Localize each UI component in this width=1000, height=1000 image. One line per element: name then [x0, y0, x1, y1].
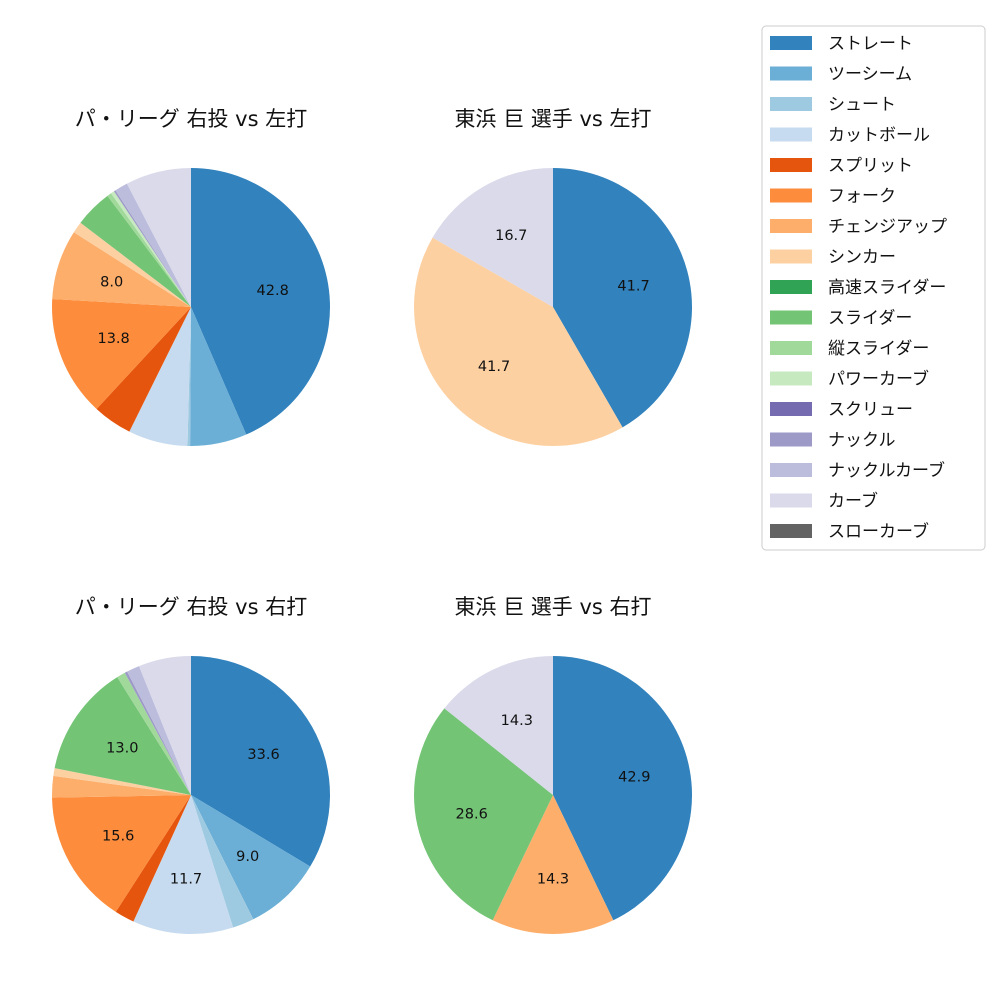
pie-title: 東浜 巨 選手 vs 左打 — [454, 107, 651, 131]
pie-slice — [115, 183, 191, 307]
slice-value-label: 13.0 — [106, 741, 138, 757]
pie-slice — [54, 677, 191, 795]
pie-chart-2: 東浜 巨 選手 vs 左打 41.7 41.7 16.7 — [414, 107, 692, 446]
pie-slice — [191, 656, 330, 867]
slice-value-label: 16.7 — [495, 228, 527, 244]
legend-label: スライダー — [828, 309, 912, 329]
legend-label: ナックルカーブ — [828, 460, 945, 481]
legend-label: パワーカーブ — [828, 369, 929, 390]
legend-swatch — [770, 524, 812, 538]
pie-slice — [190, 307, 247, 446]
legend-swatch — [770, 402, 812, 416]
legend-label: ツーシーム — [828, 65, 912, 85]
legend-swatch — [770, 249, 812, 264]
slice-value-label: 41.7 — [617, 278, 649, 294]
legend-label: カットボール — [828, 126, 930, 146]
pie-slice — [187, 307, 191, 446]
slice-value-label: 42.9 — [618, 769, 650, 785]
legend-swatch — [770, 280, 812, 294]
legend-label: スクリュー — [828, 400, 913, 420]
legend-label: ストレート — [828, 34, 913, 54]
legend-label: シンカー — [828, 248, 896, 268]
legend: ストレートツーシームシュートカットボールスプリットフォークチェンジアップシンカー… — [761, 25, 986, 551]
pie-slice — [117, 672, 191, 795]
pie-slice — [444, 656, 553, 795]
legend-swatch — [770, 188, 812, 203]
legend-swatch — [770, 493, 812, 508]
pie-chart-3: パ・リーグ 右投 vs 右打 33.6 9.0 11.7 15.6 13.0 — [52, 595, 330, 934]
pie-title: 東浜 巨 選手 vs 右打 — [454, 595, 651, 619]
pie-slice — [133, 795, 234, 934]
legend-swatch — [770, 463, 812, 477]
slice-value-label: 15.6 — [102, 829, 134, 845]
legend-label: スプリット — [828, 156, 913, 176]
pie-slice — [52, 775, 191, 798]
pie-chart-1: パ・リーグ 右投 vs 左打 42.8 13.8 8.0 — [52, 107, 331, 446]
pie-slice — [553, 168, 692, 428]
pie-slice — [52, 795, 192, 912]
slice-value-label: 33.6 — [247, 747, 279, 763]
legend-label: 縦スライダー — [828, 339, 929, 359]
pie-slice — [111, 191, 191, 307]
legend-swatch — [770, 127, 812, 142]
pie-slice — [492, 795, 614, 935]
pie-chart-4: 東浜 巨 選手 vs 右打 42.9 14.3 28.6 14.3 — [414, 595, 693, 935]
legend-swatch — [770, 432, 812, 447]
slice-value-label: 14.3 — [537, 871, 569, 887]
slice-value-label: 42.8 — [257, 283, 289, 299]
legend-swatch — [770, 97, 812, 111]
legend-swatch — [770, 66, 812, 81]
legend-label: 高速スライダー — [828, 278, 946, 298]
pie-slice — [73, 222, 191, 307]
slice-value-label: 11.7 — [170, 871, 202, 887]
pie-slice — [124, 671, 191, 795]
legend-swatch — [770, 341, 812, 355]
slice-value-label: 28.6 — [456, 807, 488, 823]
pie-title: パ・リーグ 右投 vs 左打 — [75, 107, 307, 131]
legend-label: フォーク — [828, 187, 896, 207]
legend-label: カーブ — [828, 491, 878, 512]
legend-frame — [761, 25, 986, 551]
legend-swatch — [770, 310, 812, 325]
slice-value-label: 8.0 — [100, 274, 123, 290]
slice-value-label: 14.3 — [501, 713, 533, 729]
pie-slice — [80, 195, 191, 307]
pie-slice — [52, 232, 192, 307]
legend-label: スローカーブ — [828, 521, 929, 542]
legend-label: ナックル — [828, 431, 896, 451]
legend-swatch — [770, 219, 812, 233]
pie-slice — [414, 708, 553, 921]
pie-slice — [53, 768, 191, 795]
pie-slice — [139, 656, 191, 795]
pie-slice — [126, 168, 191, 307]
slice-value-label: 41.7 — [478, 359, 510, 375]
slice-value-label: 9.0 — [236, 849, 259, 865]
legend-label: チェンジアップ — [828, 217, 947, 237]
legend-swatch — [770, 158, 812, 172]
pie-title: パ・リーグ 右投 vs 右打 — [75, 595, 307, 619]
pie-slice — [115, 795, 191, 922]
pie-slice — [191, 168, 331, 435]
legend-swatch — [770, 371, 812, 386]
pie-slice — [191, 795, 254, 928]
pie-slice — [107, 193, 191, 307]
pie-slice — [96, 307, 191, 432]
pie-slice — [432, 168, 553, 307]
pie-slice — [553, 656, 693, 921]
pie-slice — [191, 795, 311, 920]
pie-slice — [414, 237, 623, 446]
legend-label: シュート — [828, 95, 896, 115]
pie-slice — [129, 307, 191, 446]
legend-swatch — [770, 36, 812, 50]
pie-slice — [52, 299, 191, 409]
pie-slice — [127, 666, 191, 795]
slice-value-label: 13.8 — [97, 331, 129, 347]
pie-slice — [113, 190, 191, 307]
